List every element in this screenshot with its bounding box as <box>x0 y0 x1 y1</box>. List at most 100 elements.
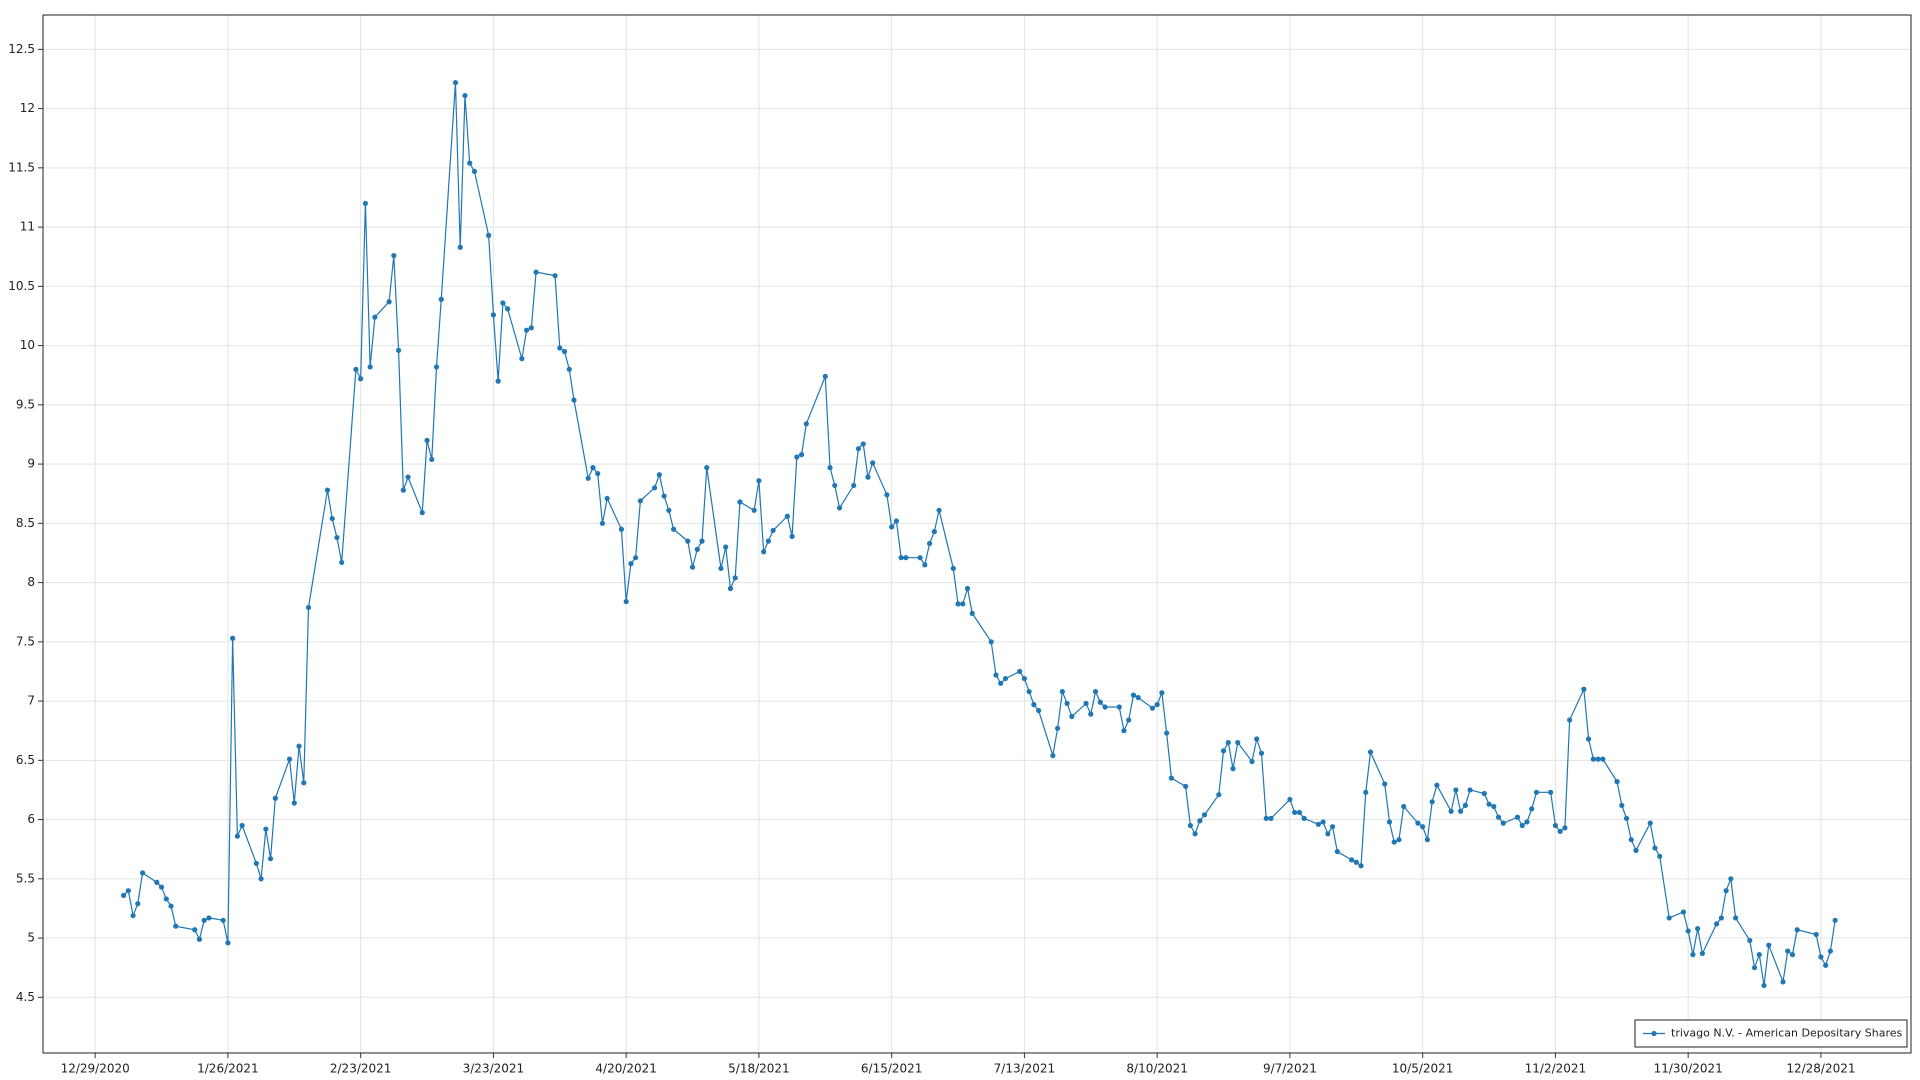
data-point <box>267 856 274 862</box>
data-point <box>452 79 459 86</box>
x-tick-label: 11/2/2021 <box>1525 1062 1587 1076</box>
data-point <box>1249 758 1255 765</box>
legend-marker <box>1651 1030 1657 1037</box>
data-point <box>130 912 136 919</box>
data-point <box>135 901 141 907</box>
data-point <box>689 564 696 570</box>
data-point <box>163 896 169 902</box>
data-point <box>1320 819 1326 825</box>
data-point <box>1235 739 1241 746</box>
data-point <box>964 585 971 592</box>
data-point <box>1401 803 1407 810</box>
data-point <box>1491 803 1497 810</box>
data-point <box>1500 820 1506 826</box>
y-tick-label: 6.5 <box>16 753 35 767</box>
data-point <box>637 498 643 504</box>
data-point <box>803 421 809 427</box>
data-point <box>358 376 364 382</box>
data-point <box>1756 952 1762 958</box>
data-point <box>1254 736 1260 742</box>
data-point <box>1467 787 1473 793</box>
data-point <box>661 493 667 499</box>
data-point <box>334 534 340 541</box>
data-point <box>173 923 179 929</box>
legend-label: trivago N.V. - American Depositary Share… <box>1671 1027 1903 1040</box>
data-point <box>120 892 127 899</box>
data-point <box>599 520 606 526</box>
data-point <box>1054 725 1061 731</box>
data-point <box>761 549 767 555</box>
data-point <box>495 378 501 384</box>
data-point <box>1524 819 1530 825</box>
data-point <box>1747 937 1753 944</box>
data-point <box>433 364 440 370</box>
data-point <box>590 465 596 471</box>
data-point <box>889 524 895 530</box>
x-tick-label: 6/15/2021 <box>861 1062 923 1076</box>
data-point <box>827 465 833 471</box>
data-point <box>1718 915 1724 921</box>
data-point <box>1434 782 1440 788</box>
data-point <box>1026 688 1032 695</box>
data-point <box>903 555 909 561</box>
data-point <box>1766 942 1772 948</box>
data-point <box>1386 819 1393 825</box>
data-point <box>1367 749 1374 755</box>
data-point <box>798 452 805 458</box>
data-point <box>794 454 800 460</box>
data-point <box>1301 815 1307 821</box>
data-point <box>1600 756 1606 762</box>
data-point <box>230 635 236 641</box>
data-point <box>1424 837 1431 843</box>
data-point <box>723 544 729 550</box>
data-point <box>893 518 900 524</box>
data-point <box>1069 713 1075 720</box>
data-point <box>1614 779 1620 785</box>
data-point <box>604 495 610 502</box>
data-point <box>1064 700 1070 707</box>
y-tick-label: 9 <box>27 457 35 471</box>
data-point <box>305 604 312 611</box>
x-tick-label: 12/28/2021 <box>1786 1062 1855 1076</box>
data-point <box>732 575 738 581</box>
data-point <box>1325 831 1331 837</box>
data-point <box>1647 820 1653 826</box>
data-point <box>1453 787 1459 793</box>
data-point <box>993 672 999 678</box>
data-point <box>1623 815 1630 821</box>
x-tick-label: 8/10/2021 <box>1126 1062 1188 1076</box>
data-point <box>1315 821 1321 827</box>
data-point <box>1728 876 1734 882</box>
data-point <box>225 940 231 946</box>
data-point <box>258 876 264 882</box>
data-point <box>822 373 828 380</box>
data-point <box>339 559 345 566</box>
data-point <box>1159 690 1165 696</box>
data-point <box>1652 845 1658 851</box>
data-point <box>1785 948 1791 954</box>
x-tick-label: 9/7/2021 <box>1263 1062 1317 1076</box>
data-point <box>1685 928 1691 934</box>
legend: trivago N.V. - American Depositary Share… <box>1634 1019 1908 1048</box>
data-point <box>922 562 928 568</box>
data-point <box>1187 822 1193 829</box>
data-point <box>1751 965 1758 971</box>
data-point <box>1225 739 1231 746</box>
data-point <box>1382 781 1388 787</box>
data-point <box>936 507 942 513</box>
data-point <box>395 347 402 353</box>
x-tick-label: 11/30/2021 <box>1654 1062 1723 1076</box>
data-point <box>765 538 771 544</box>
data-point <box>471 168 478 175</box>
data-point <box>618 526 625 532</box>
data-point <box>1552 822 1559 829</box>
data-point <box>1495 814 1502 820</box>
data-point <box>263 826 269 832</box>
data-point <box>1230 766 1236 772</box>
data-point <box>528 325 534 331</box>
x-tick-label: 1/26/2021 <box>197 1062 259 1076</box>
data-point <box>533 269 539 275</box>
y-tick-label: 9.5 <box>16 397 35 411</box>
